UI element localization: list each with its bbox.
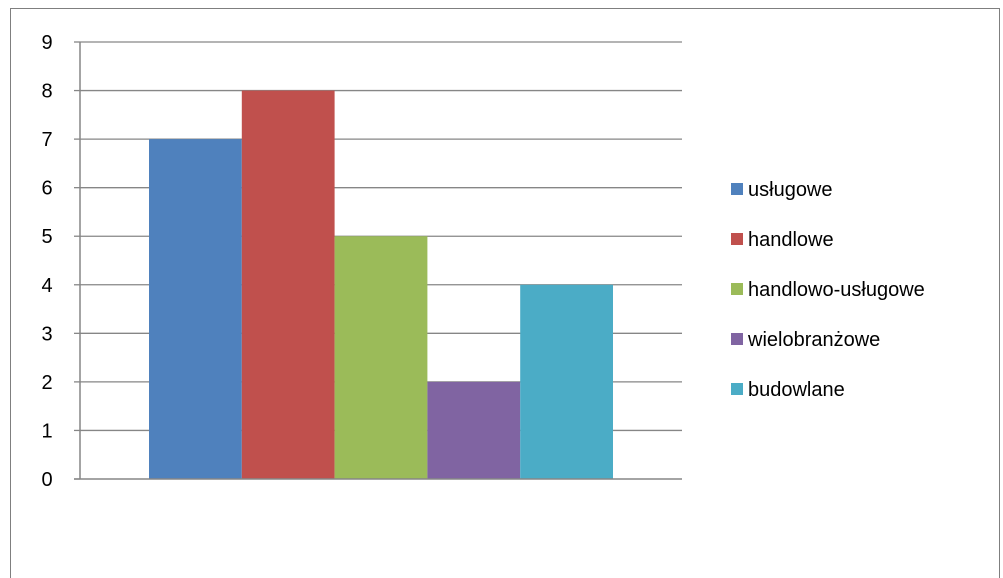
- chart-frame: [10, 8, 1000, 578]
- y-tick-label: 1: [41, 420, 52, 442]
- y-tick-label: 5: [41, 226, 52, 248]
- legend-label: wielobranżowe: [747, 329, 880, 351]
- bar: [427, 381, 521, 479]
- legend: usługowe handlowe handlowo-usługowe wielobr…: [731, 179, 925, 401]
- legend-label: budowlane: [748, 379, 845, 401]
- legend-swatch: [731, 283, 743, 295]
- y-tick-labels: 0 1 2 3 4 5 6 7 8 9: [41, 32, 52, 491]
- legend-item: usługowe: [731, 179, 833, 201]
- legend-item: handlowo-usługowe: [731, 279, 925, 301]
- y-tick-label: 3: [41, 323, 52, 345]
- y-tick-label: 7: [41, 129, 52, 151]
- legend-item: handlowe: [731, 229, 834, 251]
- y-tick-label: 4: [41, 275, 52, 297]
- bar: [241, 90, 335, 480]
- legend-item: wielobranżowe: [731, 329, 880, 351]
- legend-swatch: [731, 383, 743, 395]
- bar: [334, 236, 428, 479]
- y-tick-label: 8: [41, 81, 52, 103]
- y-tick-label: 9: [41, 32, 52, 54]
- axes: [74, 41, 682, 480]
- bar: [520, 284, 613, 479]
- legend-swatch: [731, 183, 743, 195]
- y-tick-label: 0: [41, 469, 52, 491]
- legend-swatch: [731, 333, 743, 345]
- legend-label: usługowe: [748, 179, 833, 201]
- legend-swatch: [731, 233, 743, 245]
- legend-item: budowlane: [731, 379, 845, 401]
- bars: [149, 90, 613, 480]
- y-tick-label: 2: [41, 372, 52, 394]
- bar: [149, 139, 242, 479]
- bar-chart: 0 1 2 3 4 5 6 7 8 9 usługowe handlowe handlowo-usłu…: [41, 32, 925, 491]
- legend-label: handlowo-usługowe: [748, 279, 925, 301]
- y-tick-label: 6: [41, 178, 52, 200]
- legend-label: handlowe: [748, 229, 834, 251]
